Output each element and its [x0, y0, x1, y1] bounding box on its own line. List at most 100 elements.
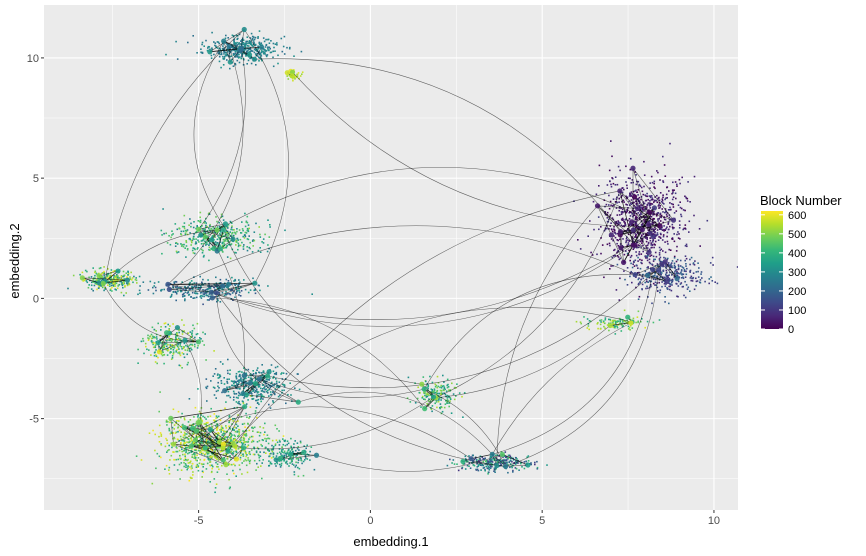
data-point [160, 456, 162, 459]
data-point [676, 270, 678, 273]
data-point [237, 397, 239, 399]
data-point [235, 450, 237, 453]
data-point [209, 223, 211, 226]
data-point [85, 280, 88, 282]
data-point [232, 418, 234, 420]
data-point [289, 462, 291, 464]
data-point [425, 394, 427, 396]
data-point [199, 221, 202, 224]
data-point [226, 439, 229, 441]
data-point [599, 319, 601, 322]
data-point [188, 288, 191, 290]
data-point [276, 428, 278, 430]
data-point [202, 415, 204, 418]
data-point [290, 461, 293, 463]
data-point [239, 238, 242, 241]
data-point [169, 243, 172, 246]
data-point [155, 355, 158, 358]
data-point [208, 246, 211, 249]
data-point [197, 457, 200, 459]
data-point [654, 274, 656, 277]
data-point [194, 444, 196, 446]
data-point [201, 282, 203, 285]
data-point [195, 451, 198, 454]
data-point [272, 400, 274, 402]
data-point [150, 333, 153, 336]
data-point [651, 244, 654, 246]
data-point [104, 287, 106, 289]
data-point [222, 64, 225, 66]
data-point [621, 324, 624, 327]
data-point [472, 464, 475, 466]
data-point [255, 222, 257, 225]
data-point [198, 289, 201, 292]
data-point [609, 200, 612, 203]
data-point [618, 317, 621, 320]
data-point [449, 400, 451, 402]
data-point [272, 453, 275, 455]
data-point [441, 392, 443, 395]
data-point [230, 435, 233, 438]
data-point [667, 262, 670, 264]
data-point [233, 380, 236, 382]
data-point [190, 296, 192, 298]
data-point [431, 405, 434, 407]
data-point [263, 433, 265, 436]
data-point [661, 199, 664, 202]
data-point [649, 283, 652, 286]
data-point [199, 458, 202, 461]
data-point [157, 356, 159, 359]
data-point [182, 353, 185, 355]
data-point [175, 441, 177, 444]
data-point [212, 226, 214, 228]
data-point [189, 337, 192, 339]
data-point [120, 277, 122, 279]
data-point [621, 200, 623, 203]
data-point [253, 426, 256, 429]
data-point [640, 198, 642, 201]
data-point [710, 276, 712, 278]
data-point [487, 460, 489, 462]
data-point [232, 54, 235, 56]
data-point [153, 282, 156, 284]
data-point [635, 276, 637, 278]
data-point [660, 214, 663, 217]
data-point [171, 293, 173, 296]
data-point [220, 53, 223, 56]
data-point [244, 288, 247, 291]
data-point [245, 232, 248, 234]
data-point [217, 47, 219, 49]
data-point [612, 182, 615, 185]
data-point [211, 47, 213, 49]
data-point [134, 278, 137, 281]
data-point [677, 237, 680, 239]
data-point [218, 293, 221, 296]
data-point [225, 54, 227, 57]
data-point [667, 228, 670, 231]
data-point [661, 198, 664, 200]
data-point [211, 426, 214, 429]
data-point [222, 219, 225, 221]
data-point [160, 353, 163, 355]
data-point [642, 273, 644, 276]
data-point [300, 453, 302, 455]
data-point [245, 369, 247, 371]
data-point [202, 238, 205, 241]
data-point [226, 458, 229, 460]
data-point [618, 223, 620, 225]
data-point [679, 224, 681, 226]
data-point [670, 281, 673, 284]
data-point [230, 298, 232, 300]
data-point [160, 329, 162, 331]
data-point [221, 292, 224, 294]
data-point [145, 345, 147, 348]
data-point [219, 231, 222, 233]
data-point [681, 286, 684, 288]
data-point [199, 436, 202, 439]
data-point [635, 215, 637, 217]
data-point [647, 254, 649, 257]
data-point [200, 248, 203, 251]
data-point [251, 380, 253, 382]
data-point [94, 282, 97, 285]
data-point [692, 262, 695, 264]
